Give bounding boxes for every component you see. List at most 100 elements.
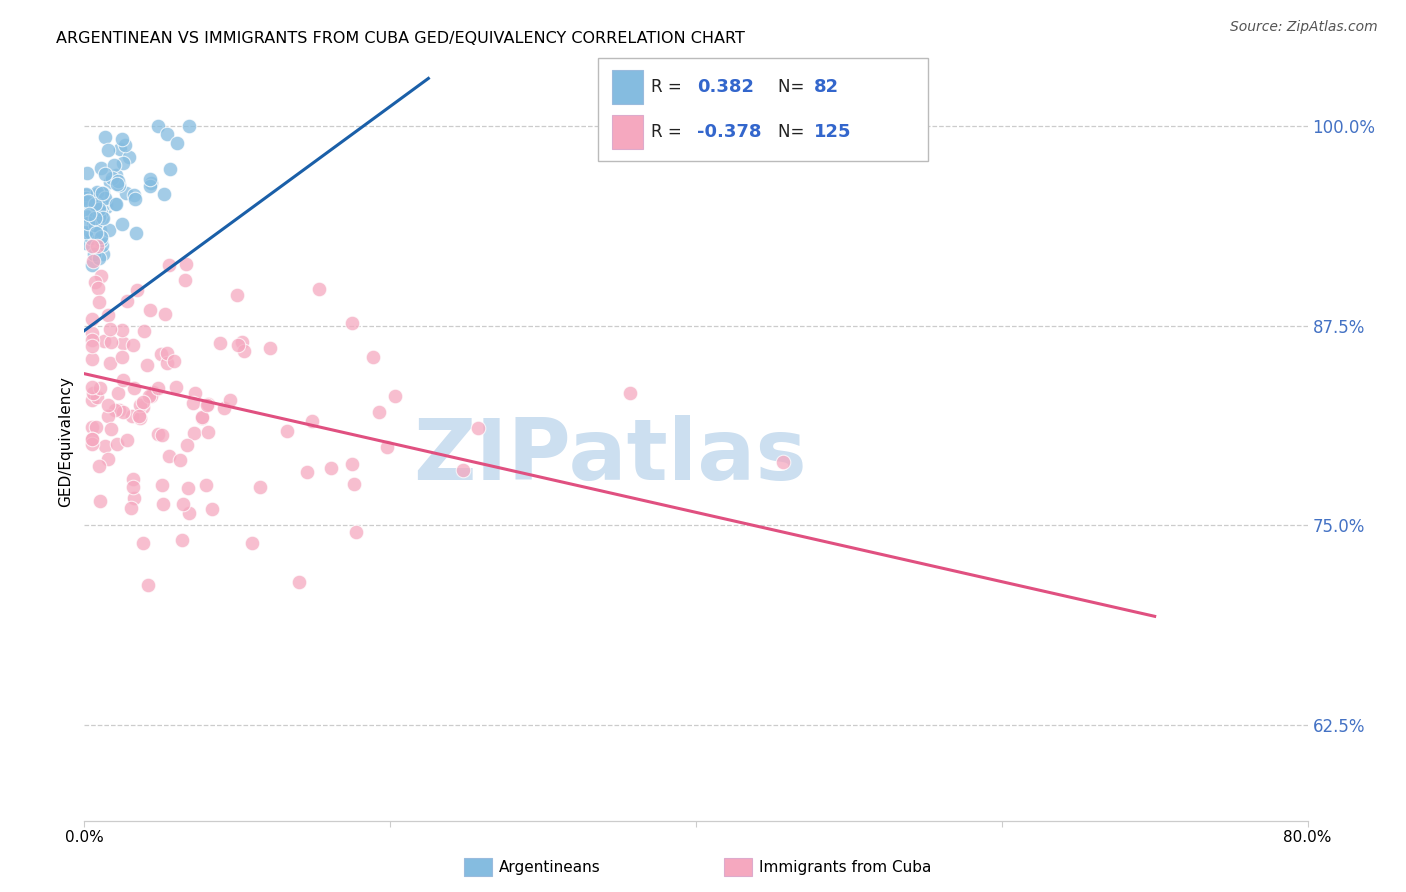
Point [90,233,112,247]
Point [93,191,115,205]
Point [139,178,162,193]
Point [104,196,127,211]
Point [319,461,342,475]
Point [80,205,103,219]
Point [86,193,108,207]
Point [84,275,107,289]
Point [89,381,111,395]
Point [340,316,363,330]
Point [79,225,101,239]
Point [179,120,201,134]
Point [139,303,162,318]
Point [80,258,103,272]
Point [125,227,148,241]
Point [121,472,143,486]
Point [101,170,124,185]
Point [183,386,205,401]
Point [128,409,150,423]
Point [159,161,181,176]
Point [132,535,155,549]
Point [124,188,146,202]
Point [128,411,150,425]
Point [91,211,114,226]
Point [115,293,138,308]
Point [467,421,489,435]
Point [89,223,111,237]
Point [122,381,145,395]
Point [157,258,180,272]
Point [86,188,108,202]
Point [98,321,121,335]
Point [80,326,103,341]
Point [108,142,131,156]
Point [86,187,108,202]
Point [208,336,231,351]
Point [108,178,131,193]
Point [343,477,366,491]
Point [76,194,98,209]
Point [112,405,135,419]
Point [165,380,187,394]
Text: 0.0%: 0.0% [65,830,104,846]
Point [90,229,112,244]
Point [75,190,97,204]
Point [80,333,103,347]
Point [141,389,163,403]
Point [118,150,141,164]
Point [142,384,165,399]
Point [138,389,160,403]
Point [77,216,100,230]
Point [150,478,173,492]
Point [75,235,97,250]
Text: 80.0%: 80.0% [1284,830,1331,846]
Point [183,426,205,441]
Point [80,436,103,450]
Point [176,438,198,452]
Point [107,386,129,401]
Point [98,175,121,189]
Point [276,424,298,438]
Point [82,385,104,400]
Point [111,156,134,170]
Point [156,356,179,370]
Point [82,217,104,231]
Point [80,432,103,446]
Point [104,402,127,417]
Text: 125: 125 [814,123,852,141]
Point [87,294,110,309]
Point [91,186,114,201]
Point [86,420,108,434]
Point [132,395,155,409]
Point [76,166,98,180]
Point [108,403,131,417]
Point [82,432,104,446]
Point [84,211,107,225]
Point [77,194,100,208]
Point [297,465,319,479]
Point [86,239,108,253]
Point [111,350,134,364]
Point [96,196,118,211]
Y-axis label: GED/Equivalency: GED/Equivalency [58,376,73,507]
Point [80,420,103,434]
Text: ZIPatlas: ZIPatlas [413,415,807,499]
Point [94,130,117,145]
Point [240,535,263,549]
Point [231,334,253,349]
Text: Immigrants from Cuba: Immigrants from Cuba [759,860,932,874]
Point [308,282,330,296]
Point [169,453,191,467]
Point [301,414,323,428]
Point [75,225,97,239]
Point [86,185,108,199]
Point [79,206,101,220]
Point [111,323,134,337]
Point [104,197,127,211]
Point [112,336,135,351]
Point [127,283,149,297]
Point [93,186,115,201]
Point [104,168,127,182]
Point [173,273,195,287]
Point [91,238,114,252]
Point [94,167,117,181]
